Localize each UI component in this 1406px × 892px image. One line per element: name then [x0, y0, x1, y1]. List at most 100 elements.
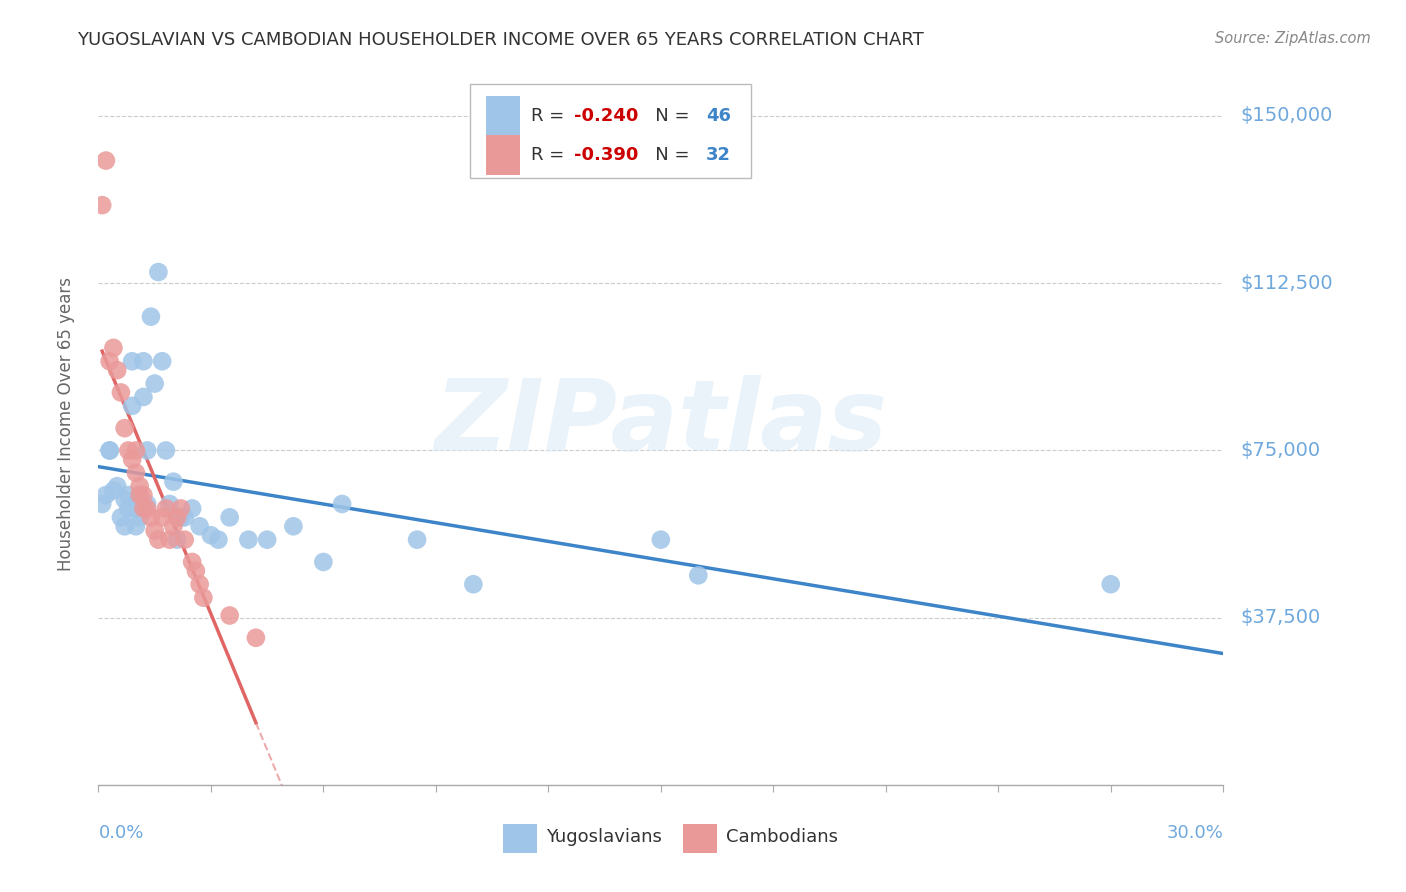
Point — [162, 519, 184, 533]
Point — [256, 533, 278, 547]
Point — [98, 354, 121, 368]
Point — [103, 341, 125, 355]
Point — [105, 363, 128, 377]
Point — [193, 591, 215, 605]
Point — [121, 399, 143, 413]
Point — [170, 501, 193, 516]
Point — [94, 153, 117, 168]
Point — [143, 524, 166, 538]
FancyBboxPatch shape — [503, 824, 537, 853]
Point — [162, 475, 184, 489]
FancyBboxPatch shape — [486, 96, 520, 136]
Text: 0.0%: 0.0% — [98, 824, 143, 842]
Text: -0.390: -0.390 — [574, 146, 638, 164]
Point — [166, 510, 188, 524]
Point — [132, 501, 155, 516]
Point — [181, 555, 204, 569]
Point — [148, 265, 170, 279]
Point — [125, 443, 148, 458]
Text: $37,500: $37,500 — [1240, 608, 1320, 627]
Point — [245, 631, 267, 645]
Point — [173, 533, 195, 547]
Point — [406, 533, 429, 547]
Point — [136, 501, 159, 516]
Point — [155, 443, 177, 458]
Point — [143, 376, 166, 391]
Point — [136, 497, 159, 511]
Point — [166, 533, 188, 547]
Text: 30.0%: 30.0% — [1167, 824, 1223, 842]
Text: 46: 46 — [706, 107, 731, 126]
Text: Cambodians: Cambodians — [725, 828, 838, 846]
Point — [312, 555, 335, 569]
Point — [114, 421, 136, 435]
Point — [136, 443, 159, 458]
Point — [91, 497, 114, 511]
Point — [98, 443, 121, 458]
Y-axis label: Householder Income Over 65 years: Householder Income Over 65 years — [56, 277, 75, 571]
Point — [132, 354, 155, 368]
Point — [170, 510, 193, 524]
Point — [110, 385, 132, 400]
Text: $75,000: $75,000 — [1240, 441, 1320, 460]
Point — [128, 488, 150, 502]
Text: N =: N = — [638, 107, 696, 126]
Point — [184, 564, 207, 578]
FancyBboxPatch shape — [486, 136, 520, 175]
Point — [463, 577, 485, 591]
Point — [207, 533, 229, 547]
Point — [181, 501, 204, 516]
Point — [218, 510, 240, 524]
Point — [173, 510, 195, 524]
Text: 32: 32 — [706, 146, 731, 164]
Point — [114, 519, 136, 533]
Point — [110, 510, 132, 524]
Text: YUGOSLAVIAN VS CAMBODIAN HOUSEHOLDER INCOME OVER 65 YEARS CORRELATION CHART: YUGOSLAVIAN VS CAMBODIAN HOUSEHOLDER INC… — [77, 31, 924, 49]
Point — [159, 497, 181, 511]
Point — [117, 501, 139, 516]
Point — [94, 488, 117, 502]
Text: Source: ZipAtlas.com: Source: ZipAtlas.com — [1215, 31, 1371, 46]
Point — [139, 510, 162, 524]
Point — [128, 488, 150, 502]
Point — [200, 528, 222, 542]
Point — [150, 510, 173, 524]
Point — [283, 519, 305, 533]
Point — [150, 354, 173, 368]
Point — [148, 533, 170, 547]
Text: -0.240: -0.240 — [574, 107, 638, 126]
Text: $112,500: $112,500 — [1240, 274, 1333, 293]
Point — [121, 452, 143, 467]
Point — [125, 519, 148, 533]
Point — [159, 533, 181, 547]
Text: $150,000: $150,000 — [1240, 106, 1333, 126]
Point — [132, 488, 155, 502]
Point — [125, 466, 148, 480]
Point — [132, 390, 155, 404]
Point — [98, 443, 121, 458]
Point — [650, 533, 672, 547]
FancyBboxPatch shape — [683, 824, 717, 853]
Point — [117, 488, 139, 502]
Text: ZIPatlas: ZIPatlas — [434, 376, 887, 472]
Point — [117, 443, 139, 458]
Point — [688, 568, 710, 582]
Point — [91, 198, 114, 212]
FancyBboxPatch shape — [470, 84, 751, 178]
Point — [188, 577, 211, 591]
Point — [330, 497, 353, 511]
Point — [188, 519, 211, 533]
Point — [125, 501, 148, 516]
Point — [238, 533, 260, 547]
Point — [128, 479, 150, 493]
Point — [128, 510, 150, 524]
Text: R =: R = — [531, 146, 571, 164]
Text: R =: R = — [531, 107, 571, 126]
Point — [121, 354, 143, 368]
Point — [1099, 577, 1122, 591]
Text: Yugoslavians: Yugoslavians — [546, 828, 662, 846]
Point — [139, 310, 162, 324]
Point — [103, 483, 125, 498]
Point — [105, 479, 128, 493]
Point — [114, 492, 136, 507]
